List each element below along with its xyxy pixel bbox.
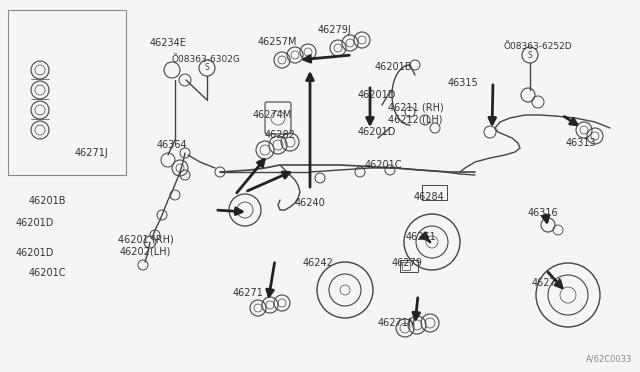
Text: 46240: 46240 [295, 198, 326, 208]
Text: 46201 (RH): 46201 (RH) [118, 234, 173, 244]
Text: 46315: 46315 [448, 78, 479, 88]
Text: 46316: 46316 [528, 208, 559, 218]
Text: 46202(LH): 46202(LH) [120, 247, 172, 257]
Bar [400, 260, 418, 272]
Text: 46201D: 46201D [358, 90, 396, 100]
Text: 46212 (LH): 46212 (LH) [388, 115, 442, 125]
Text: 46257M: 46257M [258, 37, 298, 47]
Text: 46271J: 46271J [75, 148, 109, 158]
Text: 46234E: 46234E [150, 38, 187, 48]
Text: 46279: 46279 [392, 258, 423, 268]
Text: 46201B: 46201B [375, 62, 413, 72]
Text: 46261: 46261 [406, 232, 436, 242]
Text: 46271N: 46271N [378, 318, 416, 328]
Bar [422, 185, 447, 200]
Text: 46201C: 46201C [365, 160, 403, 170]
Text: 46274M: 46274M [253, 110, 292, 120]
Text: 46201C: 46201C [29, 268, 67, 278]
Text: A/62C0033: A/62C0033 [586, 355, 632, 364]
Text: Õ08363-6302G: Õ08363-6302G [172, 55, 241, 64]
Text: 46201D: 46201D [358, 127, 396, 137]
Text: S: S [205, 64, 209, 73]
Text: 46201D: 46201D [16, 248, 54, 258]
Text: Õ08363-6252D: Õ08363-6252D [504, 42, 573, 51]
Text: 46211 (RH): 46211 (RH) [388, 103, 444, 113]
Bar [8, 10, 126, 175]
Bar [402, 262, 410, 270]
Text: 46279J: 46279J [318, 25, 352, 35]
Text: 46271: 46271 [233, 288, 264, 298]
Text: S: S [527, 51, 532, 60]
Text: 46201D: 46201D [16, 218, 54, 228]
Text: 46282: 46282 [265, 130, 296, 140]
Text: 46274: 46274 [532, 278, 563, 288]
Text: 46201B: 46201B [29, 196, 67, 206]
Text: 46364: 46364 [157, 140, 188, 150]
Text: 46313: 46313 [566, 138, 596, 148]
Text: 46284: 46284 [414, 192, 445, 202]
Text: 46242: 46242 [303, 258, 334, 268]
